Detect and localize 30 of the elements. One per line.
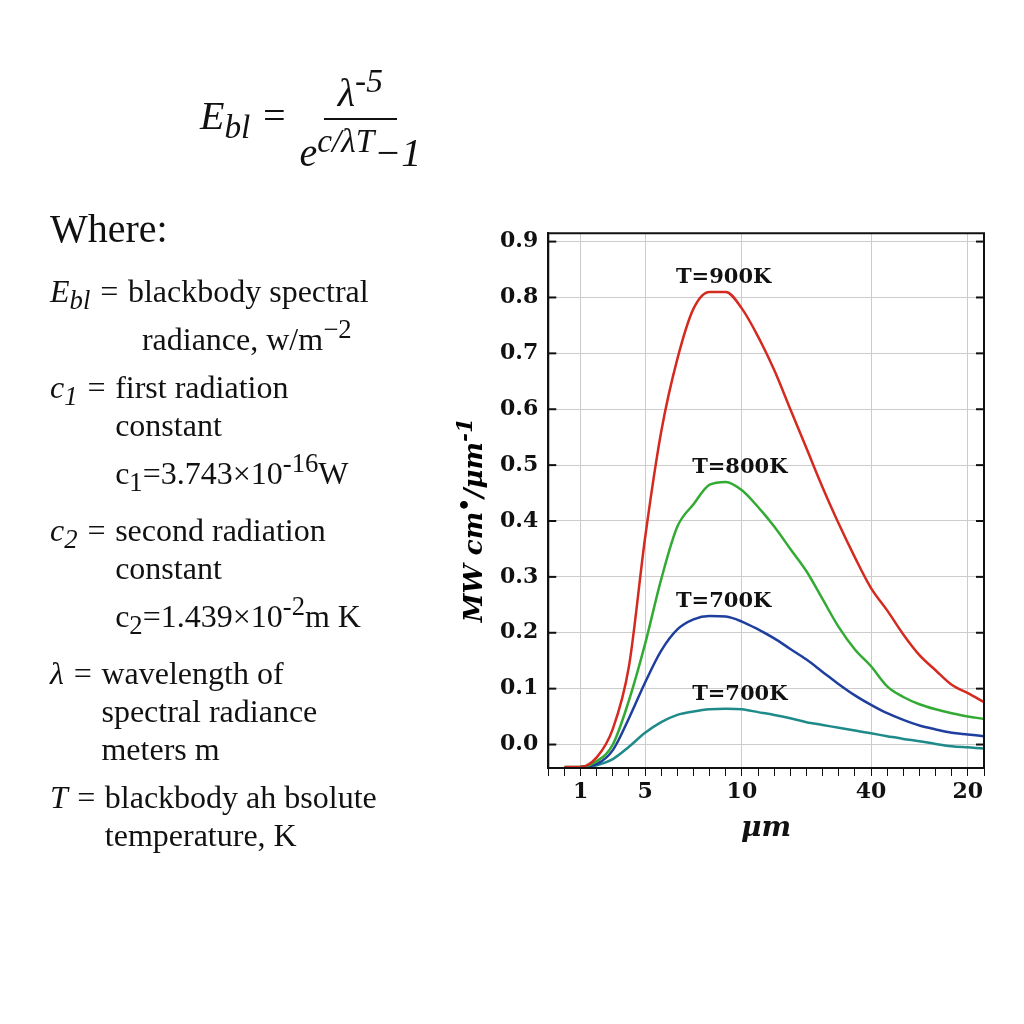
y-tick-label: 0.9 xyxy=(499,226,539,253)
x-tick-label: 40 xyxy=(855,776,887,803)
y-tick-label: 0.8 xyxy=(499,282,539,309)
text: Where: xyxy=(50,205,168,252)
y-tick-label: 0.0 xyxy=(499,729,539,756)
series-label: T=800K xyxy=(692,452,789,478)
line-series xyxy=(563,290,986,768)
series-label: T=900K xyxy=(676,262,773,288)
y-tick-label: 0.7 xyxy=(499,338,539,365)
text: T = blackbody ah bsolute temperature, K xyxy=(50,777,377,854)
text: e$^{c/λT}$−1 xyxy=(299,121,422,177)
text: E$_{bl}$ = blackbody spectral radiance, w/m$^{−2}$ xyxy=(50,272,369,358)
y-tick-label: 0.3 xyxy=(499,561,539,588)
x-tick-label: 10 xyxy=(726,776,758,803)
x-tick-label: 1 xyxy=(572,776,589,803)
series-label: T=700K xyxy=(692,679,789,705)
y-tick-label: 0.2 xyxy=(499,617,539,644)
text: λ = wavelength of spectral radiance meters m xyxy=(50,653,318,768)
x-axis-title: μm xyxy=(741,810,792,844)
y-tick-label: 0.6 xyxy=(499,393,539,420)
y-tick-label: 0.4 xyxy=(499,505,539,532)
x-tick-label: 5 xyxy=(637,776,653,803)
y-tick-label: 0.1 xyxy=(499,673,539,700)
text: λ$^{-5}$ xyxy=(323,62,397,121)
text: c$_{1}$ = first radiation constant c$_{1}$=3.743×10$^{-16}$W xyxy=(50,368,349,497)
x-tick-label: 20 xyxy=(952,776,984,803)
series-label: T=700K xyxy=(676,586,773,612)
text: E$_{bl}$ = xyxy=(200,92,288,147)
text: c$_{2}$ = second radiation constant c$_{2}$=1.439×10$^{-2}$m K xyxy=(50,511,361,640)
y-tick-label: 0.5 xyxy=(499,449,539,476)
